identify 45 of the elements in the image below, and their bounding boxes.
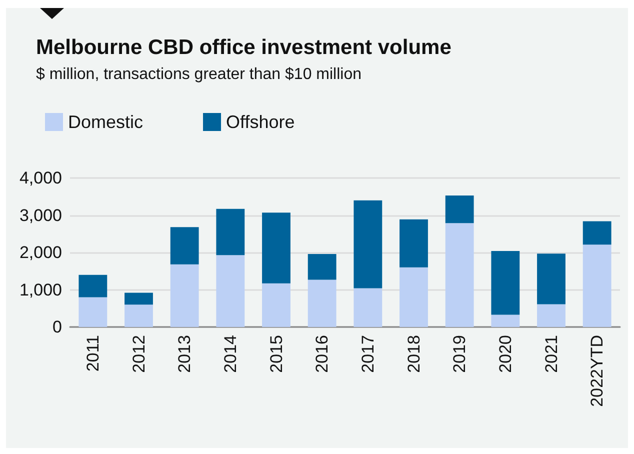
x-tick-label: 2021 [542,335,561,373]
bar [216,208,245,256]
bar [308,254,336,280]
bar [400,219,428,268]
bar [537,304,566,327]
y-tick-label: 4,000 [19,168,62,188]
bar [308,280,336,327]
bar [445,196,474,224]
y-tick-label: 1,000 [19,280,62,300]
bar [78,297,108,327]
bar [354,200,382,288]
bar [582,221,612,245]
x-tick-label: 2016 [312,335,332,373]
bar [262,283,290,327]
legend-label: Offshore [226,112,295,132]
x-tick-label: 2015 [266,335,286,373]
bar [491,314,520,327]
legend-label: Domestic [68,112,144,132]
y-tick-label: 0 [52,318,62,336]
bar [537,254,566,304]
x-tick-label: 2012 [129,335,148,373]
bar [170,227,199,264]
x-tick-label: 2019 [450,335,470,373]
bar [78,274,108,298]
x-tick-label: 2013 [175,335,194,373]
chart-title: Melbourne CBD office investment volume [36,36,452,60]
x-tick-label: 2018 [404,335,424,373]
bar [491,251,520,315]
x-tick-label: 2020 [496,335,515,373]
bar [124,292,153,305]
bar [400,267,428,327]
bar [170,264,199,327]
y-tick-label: 2,000 [19,243,62,262]
x-tick-label: 2011 [83,335,102,372]
bar [445,223,474,327]
bar [216,255,245,327]
bar [124,304,153,327]
x-tick-label: 2022YTD [588,335,607,407]
x-tick-label: 2014 [220,335,240,373]
bar [262,212,290,284]
bar [354,288,382,327]
chart-subtitle: $ million, transactions greater than $10 million [36,66,362,84]
bar [582,244,612,327]
x-tick-label: 2017 [358,335,378,373]
y-tick-label: 3,000 [19,206,62,225]
